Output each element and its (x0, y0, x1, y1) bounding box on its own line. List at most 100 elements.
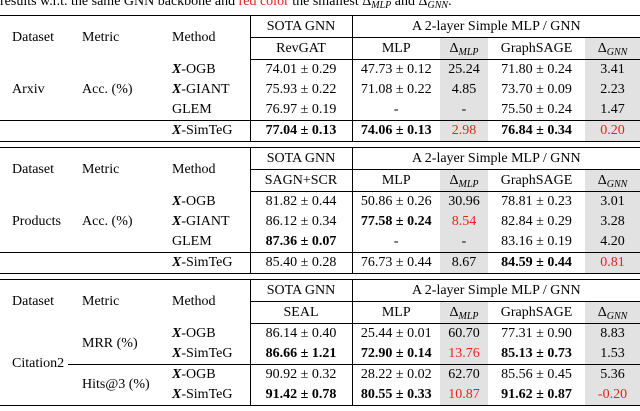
value-cell: 8.54 (440, 212, 488, 232)
empty-cell (0, 252, 68, 274)
header-cell: Dataset (12, 293, 54, 309)
value-cell: 91.62 ± 0.87 (501, 387, 572, 402)
header-cell: GraphSAGE (488, 169, 585, 192)
header-cell: SOTA GNN (249, 147, 353, 170)
value-cell: 82.84 ± 0.29 (501, 214, 572, 229)
value-cell: 85.40 ± 0.28 (249, 252, 353, 274)
value-cell: - (393, 102, 399, 117)
header-cell: ΔGNN (585, 37, 640, 60)
header-row: Dataset Metric Method SOTA GNN A 2-layer Sim… (0, 147, 640, 176)
header-cell: RevGAT (249, 37, 353, 60)
value-cell: 47.73 ± 0.12 (360, 62, 432, 77)
value-cell: - (393, 234, 399, 249)
metric-cell: Hits@3 (%) (68, 364, 150, 406)
value-cell: 62.70 (440, 364, 488, 385)
method-cell: GLEM (172, 234, 212, 249)
value-cell: 4.85 (440, 80, 488, 100)
empty-cell (68, 120, 150, 142)
header-cell: Dataset (12, 161, 54, 177)
metric-cell: MRR (%) (82, 335, 138, 351)
value-cell: 71.80 ± 0.24 (501, 62, 572, 77)
body-row: Citation2 MRR (%) X-OGB 86.14 ± 0.40 25.44 ±… (0, 323, 640, 371)
empty-cell (0, 120, 68, 142)
value-cell: 86.66 ± 1.21 (249, 344, 353, 365)
value-cell: 25.44 ± 0.01 (360, 326, 432, 341)
value-cell: 50.86 ± 0.26 (360, 194, 432, 209)
value-cell: 3.01 (585, 191, 640, 212)
value-cell: 83.16 ± 0.19 (501, 234, 572, 249)
value-cell: 1.47 (585, 100, 640, 121)
body-row: X-GIANT 86.12 ± 0.34 77.58 ± 0.24 8.54 82.84… (0, 212, 640, 232)
section-table: Dataset Metric Method SOTA GNN A 2-layer Sim… (0, 15, 640, 142)
results-table: Dataset Metric Method SOTA GNN A 2-layer Sim… (0, 15, 640, 411)
value-cell: 73.70 ± 0.09 (501, 82, 572, 97)
header-cell: MLP (352, 37, 440, 60)
caption-part: red color (238, 0, 289, 9)
body-row: X-SimTeG 77.04 ± 0.13 74.06 ± 0.13 2.98 76.8… (0, 120, 640, 142)
header-row: Dataset Metric Method SOTA GNN A 2-layer Sim… (0, 279, 640, 308)
value-cell: 4.20 (585, 232, 640, 253)
value-cell: 8.67 (440, 252, 488, 274)
header-row: SEAL MLP ΔMLP GraphSAGE ΔGNN (0, 301, 640, 324)
value-cell: 13.76 (440, 344, 488, 365)
body-row: GLEM 76.97 ± 0.19- -75.50 ± 0.24 1.47 (0, 100, 640, 121)
header-cell: Metric (82, 293, 120, 309)
value-cell: 85.56 ± 0.45 (488, 364, 585, 385)
method-cell: X-GIANT (172, 214, 230, 229)
method-cell: X-OGB (150, 364, 250, 385)
body-row: Products Acc. (%) X-OGB 81.82 ± 0.44 50.86 ±… (0, 191, 640, 228)
body-row: GLEM 87.36 ± 0.07- -83.16 ± 0.19 4.20 (0, 232, 640, 253)
metric-cell: Acc. (%) (82, 213, 133, 229)
header-cell: Method (172, 293, 216, 309)
body-row: X-SimTeG 91.42 ± 0.78 80.55 ± 0.33 10.87 91.… (0, 385, 640, 406)
dataset-cell: Arxiv (12, 81, 45, 97)
header-cell: Metric (82, 161, 120, 177)
value-cell: 75.50 ± 0.24 (501, 102, 572, 117)
value-cell: 71.08 ± 0.22 (360, 82, 432, 97)
value-cell: 74.01 ± 0.29 (249, 59, 353, 80)
method-cell: GLEM (172, 102, 212, 117)
value-cell: - (440, 232, 488, 253)
method-cell: X-SimTeG (172, 346, 233, 361)
header-cell: ΔMLP (440, 169, 488, 192)
value-cell: 76.73 ± 0.44 (352, 252, 440, 274)
value-cell: 30.96 (440, 191, 488, 212)
header-cell: ΔMLP (440, 37, 488, 60)
value-cell: 76.84 ± 0.34 (488, 120, 585, 142)
empty-cell (68, 252, 150, 274)
body-row: X-SimTeG 85.40 ± 0.28 76.73 ± 0.44 8.67 84.5… (0, 252, 640, 274)
value-cell: 1.53 (585, 344, 640, 365)
body-row: X-GIANT 75.93 ± 0.22 71.08 ± 0.22 4.85 73.70… (0, 80, 640, 100)
method-cell: X-OGB (172, 61, 216, 77)
header-cell: SOTA GNN (249, 15, 353, 38)
header-cell: GraphSAGE (488, 301, 585, 324)
caption-part: results w.r.t. the same GNN backbone and (0, 0, 239, 9)
header-cell: MLP (352, 301, 440, 324)
header-row: RevGAT MLP ΔMLP GraphSAGE ΔGNN (0, 37, 640, 60)
header-row: SAGN+SCR MLP ΔMLP GraphSAGE ΔGNN (0, 169, 640, 192)
value-cell: 81.82 ± 0.44 (249, 191, 353, 212)
value-cell: 76.97 ± 0.19 (249, 100, 353, 121)
method-cell: X-SimTeG (172, 387, 233, 402)
value-cell: 0.81 (585, 252, 640, 274)
caption-part: and (391, 0, 419, 9)
value-cell: 87.36 ± 0.07 (249, 232, 353, 253)
header-cell: SOTA GNN (249, 279, 353, 302)
caption-part: ΔGNN (418, 0, 449, 11)
caption-part: the smallest (288, 0, 363, 9)
method-cell: X-OGB (172, 193, 216, 209)
section-table: Dataset Metric Method SOTA GNN A 2-layer Sim… (0, 147, 640, 274)
caption-part: . (448, 0, 452, 9)
value-cell: 91.42 ± 0.78 (249, 385, 353, 406)
header-cell: Method (172, 29, 216, 45)
value-cell: 25.24 (440, 59, 488, 80)
value-cell: 90.92 ± 0.32 (249, 364, 353, 385)
method-cell: X-SimTeG (150, 252, 250, 274)
value-cell: 5.36 (585, 364, 640, 385)
dataset-cell: Citation2 (12, 356, 65, 372)
value-cell: 84.59 ± 0.44 (488, 252, 585, 274)
value-cell: -0.20 (585, 385, 640, 406)
value-cell: 3.28 (585, 212, 640, 232)
header-cell: ΔGNN (585, 301, 640, 324)
